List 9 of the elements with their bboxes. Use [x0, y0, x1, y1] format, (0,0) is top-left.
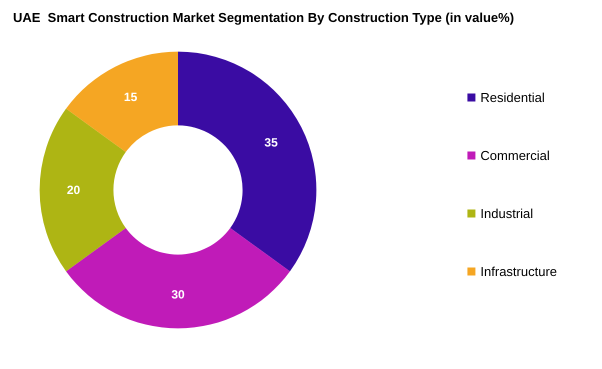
data-label: 20 — [66, 183, 81, 197]
data-label: 30 — [171, 287, 185, 302]
chart-title: UAE Smart Construction Market Segmentation By Construction Type (in value%) — [13, 10, 514, 25]
legend-label: Infrastructure — [480, 264, 558, 279]
legend-label: Commercial — [480, 148, 550, 163]
legend-label: Industrial — [480, 206, 534, 221]
legend-label: Residential — [480, 90, 545, 105]
data-label: 15 — [124, 90, 138, 104]
data-label: 35 — [264, 136, 278, 150]
